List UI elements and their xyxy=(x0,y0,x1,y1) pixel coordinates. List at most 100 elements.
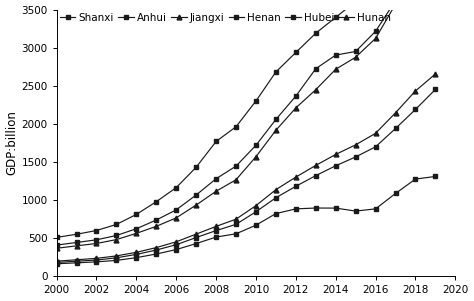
Anhui xyxy=(433,88,438,91)
Jiangxi xyxy=(114,254,119,258)
Shanxi xyxy=(313,206,319,210)
Hunan xyxy=(373,36,378,40)
Hunan xyxy=(73,244,79,248)
Shanxi xyxy=(433,175,438,178)
Henan xyxy=(253,99,259,103)
Henan xyxy=(313,31,319,35)
Anhui xyxy=(412,108,418,111)
Anhui xyxy=(233,222,239,226)
Jiangxi xyxy=(353,143,358,147)
Shanxi xyxy=(253,223,259,227)
Shanxi xyxy=(293,207,299,211)
Anhui xyxy=(193,236,199,239)
Hubei xyxy=(313,67,319,70)
Hunan xyxy=(54,247,59,250)
Jiangxi xyxy=(233,217,239,221)
Hubei xyxy=(213,177,219,181)
Line: Anhui: Anhui xyxy=(54,87,438,265)
Anhui xyxy=(353,155,358,159)
Hubei xyxy=(293,94,299,98)
Hubei xyxy=(253,144,259,147)
Jiangxi xyxy=(313,164,319,167)
Jiangxi xyxy=(134,250,139,254)
Jiangxi xyxy=(333,153,338,156)
Hubei xyxy=(154,218,159,222)
Line: Jiangxi: Jiangxi xyxy=(54,72,438,264)
Henan xyxy=(154,200,159,203)
Henan xyxy=(333,16,338,19)
Henan xyxy=(173,186,179,189)
Hubei xyxy=(193,193,199,197)
Legend: Shanxi, Anhui, Jiangxi, Henan, Hubei, Hunan: Shanxi, Anhui, Jiangxi, Henan, Hubei, Hu… xyxy=(59,12,392,24)
Henan xyxy=(273,70,279,74)
Hunan xyxy=(134,231,139,235)
Shanxi xyxy=(154,252,159,256)
Anhui xyxy=(114,256,119,260)
Shanxi xyxy=(173,248,179,251)
Shanxi xyxy=(233,232,239,236)
Anhui xyxy=(94,258,100,262)
Shanxi xyxy=(114,259,119,262)
Anhui xyxy=(253,210,259,214)
Henan xyxy=(213,140,219,143)
Hubei xyxy=(173,208,179,212)
Hubei xyxy=(94,238,100,242)
Shanxi xyxy=(333,206,338,210)
Jiangxi xyxy=(412,89,418,93)
Hunan xyxy=(94,242,100,245)
Anhui xyxy=(313,174,319,177)
Shanxi xyxy=(412,177,418,181)
Jiangxi xyxy=(293,175,299,179)
Hunan xyxy=(392,2,398,6)
Hunan xyxy=(412,0,418,3)
Hubei xyxy=(114,234,119,237)
Line: Shanxi: Shanxi xyxy=(54,174,438,266)
Hunan xyxy=(253,155,259,159)
Hunan xyxy=(293,106,299,110)
Henan xyxy=(293,51,299,54)
Shanxi xyxy=(373,207,378,211)
Y-axis label: GDP:billion: GDP:billion xyxy=(6,110,18,175)
Anhui xyxy=(293,185,299,188)
Henan xyxy=(193,166,199,169)
Shanxi xyxy=(94,260,100,264)
Jiangxi xyxy=(193,232,199,236)
Hunan xyxy=(353,55,358,59)
Jiangxi xyxy=(54,259,59,263)
Jiangxi xyxy=(253,204,259,207)
Shanxi xyxy=(134,256,139,259)
Anhui xyxy=(392,127,398,130)
Shanxi xyxy=(73,261,79,265)
Hubei xyxy=(233,164,239,168)
Hubei xyxy=(134,227,139,231)
Shanxi xyxy=(392,192,398,195)
Hubei xyxy=(373,29,378,33)
Hunan xyxy=(114,238,119,241)
Henan xyxy=(54,236,59,239)
Jiangxi xyxy=(213,225,219,228)
Jiangxi xyxy=(373,132,378,135)
Anhui xyxy=(333,164,338,168)
Shanxi xyxy=(353,209,358,213)
Henan xyxy=(73,232,79,236)
Anhui xyxy=(73,259,79,263)
Anhui xyxy=(54,261,59,264)
Hubei xyxy=(54,243,59,247)
Henan xyxy=(94,229,100,232)
Hubei xyxy=(333,53,338,57)
Hunan xyxy=(333,67,338,71)
Hunan xyxy=(233,178,239,182)
Hunan xyxy=(193,203,199,207)
Line: Henan: Henan xyxy=(54,0,438,240)
Shanxi xyxy=(193,242,199,245)
Hunan xyxy=(154,225,159,228)
Line: Hunan: Hunan xyxy=(54,0,438,251)
Jiangxi xyxy=(392,111,398,115)
Hunan xyxy=(313,88,319,92)
Shanxi xyxy=(213,235,219,239)
Henan xyxy=(134,213,139,216)
Jiangxi xyxy=(433,72,438,76)
Shanxi xyxy=(54,262,59,265)
Hubei xyxy=(353,50,358,53)
Hunan xyxy=(173,216,179,220)
